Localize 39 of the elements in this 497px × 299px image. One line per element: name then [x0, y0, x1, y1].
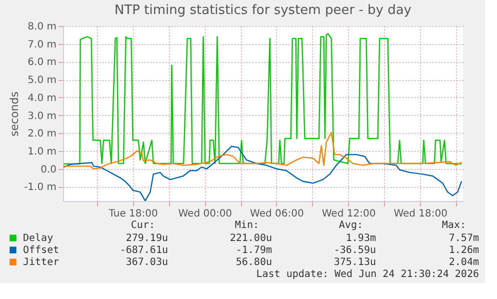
- line-series: [63, 33, 462, 164]
- y-tick-label: 2.0 m: [28, 128, 56, 140]
- text: 2.04m: [448, 257, 479, 268]
- legend-label: Jitter: [23, 257, 60, 268]
- y-tick-label: 1.0 m: [28, 146, 56, 158]
- x-tick-label: Tue 18:00: [108, 208, 158, 220]
- text: Avg:: [338, 220, 363, 231]
- line-series: [63, 132, 462, 170]
- text: Cur:: [130, 220, 155, 231]
- text: 375.13u: [334, 257, 376, 268]
- x-tick-label: Wed 18:00: [394, 208, 448, 220]
- legend-label: Offset: [23, 245, 60, 256]
- chart-title: NTP timing statistics for system peer - by day: [114, 3, 412, 18]
- text: -687.61u: [120, 245, 168, 256]
- text: Max:: [442, 220, 466, 231]
- y-axis-title: seconds: [8, 91, 22, 136]
- y-tick-label: 6.0 m: [28, 57, 56, 68]
- x-tick-label: Wed 12:00: [322, 208, 376, 220]
- text: 221.00u: [230, 233, 272, 244]
- text: 1.26m: [448, 245, 479, 256]
- text: Min:: [234, 220, 259, 231]
- y-tick-label: 5.0 m: [28, 75, 56, 86]
- y-tick-label: 8.0 m: [28, 22, 56, 32]
- x-tick-label: Wed 06:00: [250, 208, 304, 220]
- y-tick-label: 7.0 m: [28, 39, 56, 50]
- y-tick-label: 3.0 m: [28, 110, 56, 122]
- text: 7.57m: [448, 233, 479, 244]
- legend-label: Delay: [23, 233, 54, 244]
- y-tick-label: -1.0 m: [24, 182, 56, 194]
- y-tick-label: 0.0: [40, 164, 56, 176]
- text: -36.59u: [334, 245, 376, 256]
- y-tick-label: 4.0 m: [28, 92, 56, 104]
- text: 367.03u: [126, 257, 168, 268]
- text: 279.19u: [126, 233, 168, 244]
- x-tick-label: Wed 00:00: [178, 208, 232, 220]
- text: 1.93m: [346, 233, 376, 244]
- text: 56.80u: [236, 257, 272, 268]
- text: Last update: Wed Jun 24 21:30:24 2026: [256, 269, 479, 280]
- text: -1.79m: [236, 245, 272, 256]
